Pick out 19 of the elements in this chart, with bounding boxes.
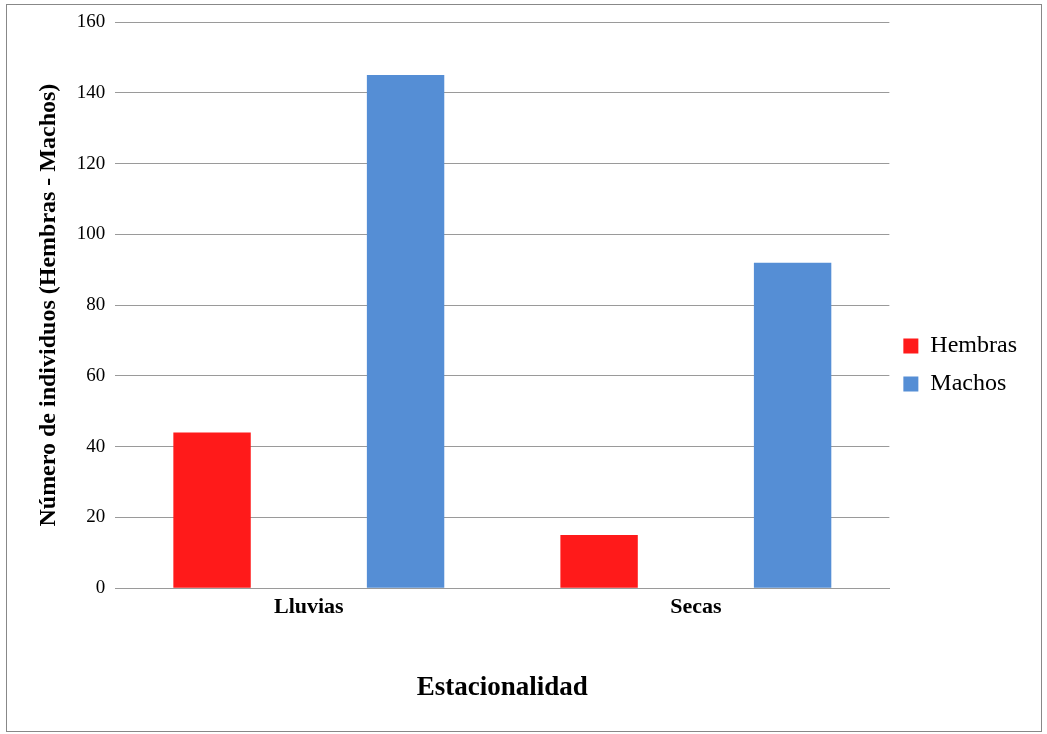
x-tick-label: Secas bbox=[670, 593, 722, 619]
x-tick-label: Lluvias bbox=[273, 593, 345, 619]
y-tick-label: 100 bbox=[76, 222, 106, 244]
y-tick-label: 80 bbox=[86, 293, 106, 315]
legend-label: Machos bbox=[930, 369, 1007, 396]
y-axis-title: Número de individuos (Hembras - Machos) bbox=[33, 83, 60, 527]
y-tick-label: 60 bbox=[86, 363, 106, 385]
y-tick-label: 20 bbox=[86, 505, 106, 527]
y-tick-label: 140 bbox=[76, 80, 106, 102]
x-axis-title: Estacionalidad bbox=[416, 670, 588, 701]
legend-label: Hembras bbox=[930, 331, 1017, 358]
y-tick-label: 160 bbox=[76, 9, 106, 31]
y-tick-label: 120 bbox=[76, 151, 106, 173]
bar bbox=[560, 535, 638, 588]
bar bbox=[173, 432, 251, 588]
y-tick-label: 0 bbox=[95, 576, 106, 598]
bar bbox=[753, 262, 832, 588]
bar bbox=[366, 75, 445, 588]
y-tick-label: 40 bbox=[86, 434, 106, 456]
